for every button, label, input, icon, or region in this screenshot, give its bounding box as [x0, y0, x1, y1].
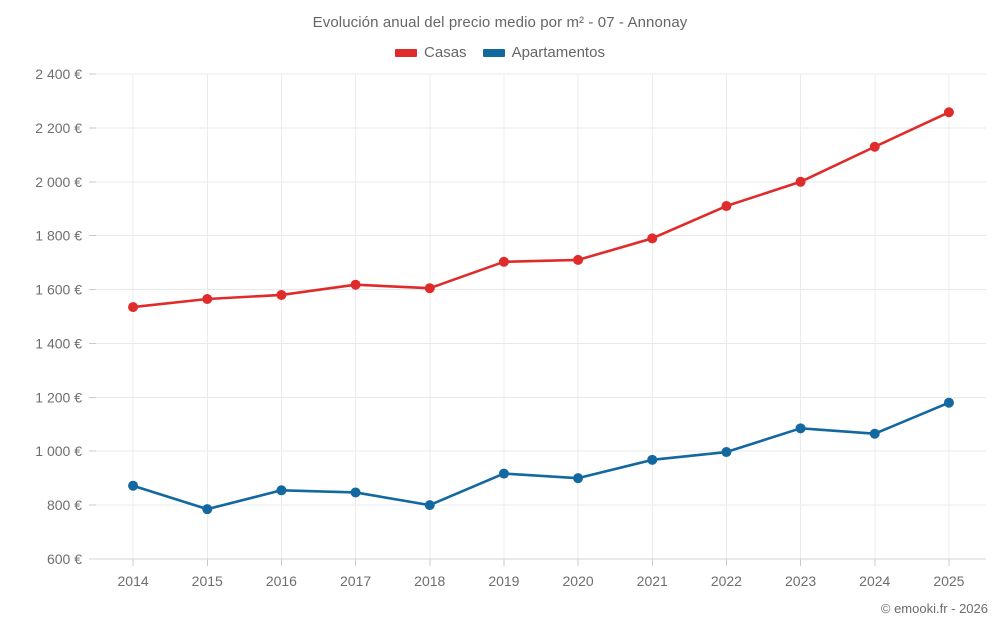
y-tick-label: 2 000 € [35, 174, 82, 190]
x-tick-label: 2022 [711, 573, 742, 589]
data-point[interactable] [424, 500, 435, 511]
x-tick-label: 2018 [414, 573, 445, 589]
x-tick-label: 2015 [192, 573, 223, 589]
legend-label-apartamentos: Apartamentos [511, 44, 605, 61]
data-point[interactable] [498, 256, 509, 267]
data-point[interactable] [869, 428, 880, 439]
data-point[interactable] [869, 141, 880, 152]
legend-item-casas[interactable]: Casas [395, 44, 467, 61]
data-point[interactable] [498, 468, 509, 479]
data-point[interactable] [943, 107, 954, 118]
data-point[interactable] [795, 176, 806, 187]
series-line-apartamentos [131, 401, 951, 511]
data-point[interactable] [647, 454, 658, 465]
data-point[interactable] [573, 254, 584, 265]
data-point[interactable] [647, 233, 658, 244]
data-point[interactable] [276, 289, 287, 300]
y-tick-label: 1 400 € [35, 335, 82, 351]
y-tick-label: 600 € [47, 551, 82, 567]
y-tick-label: 1 000 € [35, 443, 82, 459]
data-point[interactable] [202, 293, 213, 304]
data-point[interactable] [573, 473, 584, 484]
x-tick-label: 2017 [340, 573, 371, 589]
y-axis-tick-labels: 600 € 800 € 1 000 € 1 200 € 1 400 € 1 600 € 1 … [35, 66, 82, 567]
x-tick-label: 2025 [933, 573, 964, 589]
x-tick-label: 2019 [488, 573, 519, 589]
legend-swatch-casas [395, 48, 418, 57]
legend-swatch-apartamentos [482, 48, 505, 57]
x-tick-label: 2020 [563, 573, 594, 589]
data-point[interactable] [721, 201, 732, 212]
data-point[interactable] [795, 423, 806, 434]
x-tick-label: 2024 [859, 573, 890, 589]
legend-label-casas: Casas [424, 44, 467, 61]
y-tick-label: 1 600 € [35, 282, 82, 298]
data-point[interactable] [128, 302, 139, 313]
y-tick-label: 2 400 € [35, 66, 82, 82]
x-tick-label: 2021 [637, 573, 668, 589]
series-line-casas [131, 110, 951, 309]
data-point[interactable] [128, 480, 139, 491]
chart-title: Evolución anual del precio medio por m² … [312, 14, 688, 31]
y-tick-label: 2 200 € [35, 120, 82, 136]
axes [89, 73, 986, 566]
x-tick-label: 2016 [266, 573, 297, 589]
data-point[interactable] [350, 487, 361, 498]
y-tick-label: 1 200 € [35, 389, 82, 405]
data-point[interactable] [943, 397, 954, 408]
copyright-credit: © emooki.fr - 2026 [880, 601, 988, 616]
gridlines [96, 73, 986, 560]
data-point[interactable] [350, 279, 361, 290]
data-point[interactable] [424, 283, 435, 294]
x-tick-label: 2014 [118, 573, 149, 589]
x-axis-tick-labels: 2014 2015 2016 2017 2018 2019 2020 2021 2022 2023… [118, 573, 965, 589]
y-tick-label: 800 € [47, 497, 82, 513]
data-point[interactable] [721, 447, 732, 458]
y-tick-label: 1 800 € [35, 228, 82, 244]
data-point[interactable] [202, 504, 213, 515]
data-series [128, 107, 954, 515]
x-tick-label: 2023 [785, 573, 816, 589]
legend-item-apartamentos[interactable]: Apartamentos [482, 44, 605, 61]
chart-legend: Casas Apartamentos [0, 44, 1000, 61]
data-point[interactable] [276, 485, 287, 496]
